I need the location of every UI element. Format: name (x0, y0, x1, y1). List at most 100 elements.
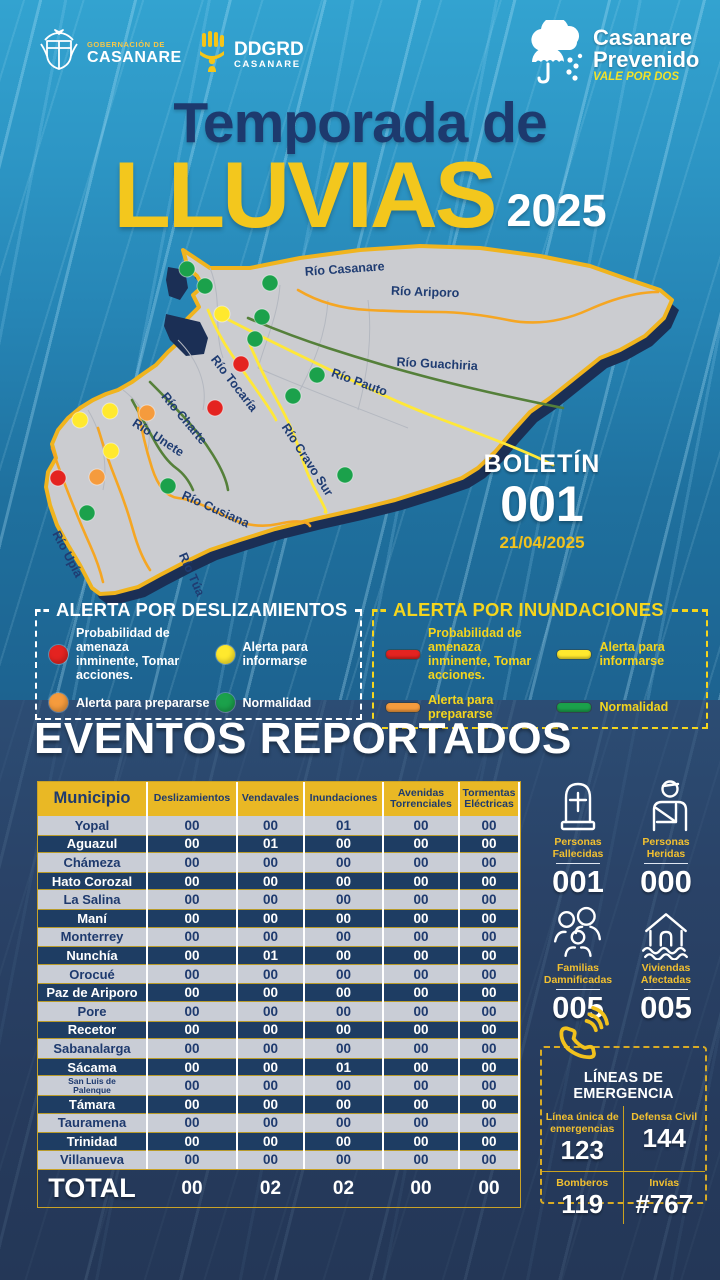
event-count: 00 (460, 983, 518, 1002)
municipality-name: Sabanalarga (38, 1039, 146, 1058)
event-count: 00 (148, 946, 236, 965)
event-count: 00 (384, 816, 458, 835)
event-count: 00 (148, 1001, 236, 1021)
river-charte (148, 380, 230, 492)
alert-dot-green (178, 260, 196, 278)
gobernacion-logo: GOBERNACIÓN DE CASANARE (38, 28, 182, 79)
legend-item-orange: Alerta para prepararse (49, 693, 216, 712)
event-count: 01 (305, 1057, 382, 1077)
river-tocaria (206, 308, 278, 422)
event-count: 00 (148, 1132, 236, 1151)
event-count: 00 (305, 890, 382, 909)
event-count: 00 (238, 1020, 303, 1040)
event-count: 00 (305, 853, 382, 872)
stat-value: 005 (640, 989, 692, 1025)
event-count: 00 (305, 1020, 382, 1040)
event-count: 00 (305, 1039, 382, 1058)
event-count: 00 (305, 1076, 382, 1095)
municipality-name: Hato Corozal (38, 871, 146, 891)
table-row: Hato Corozal 00 00 00 00 00 (38, 871, 520, 891)
event-count: 00 (460, 1057, 518, 1077)
event-count: 01 (238, 946, 303, 965)
event-count: 00 (305, 1094, 382, 1114)
alert-dot-yellow (71, 411, 89, 429)
event-count: 00 (238, 1150, 303, 1170)
event-count: 00 (148, 834, 236, 854)
river-guachiria (246, 316, 565, 410)
municipality-name: Pore (38, 1001, 146, 1021)
bulletin-label: BOLETÍN (483, 450, 601, 478)
legend-landslides-title: ALERTA POR DESLIZAMIENTOS (56, 599, 348, 620)
green-alert-swatch (215, 693, 235, 712)
municipality-name: Aguazul (38, 834, 146, 854)
event-count: 00 (238, 1001, 303, 1021)
event-count: 00 (148, 1113, 236, 1133)
prevenido-tagline-label: VALE POR DOS (593, 71, 680, 84)
event-count: 00 (384, 946, 458, 965)
injured-person-icon (641, 778, 691, 834)
coat-of-arms-icon (38, 28, 80, 79)
event-count: 00 (305, 1001, 382, 1021)
column-header-inundaciones: Inundaciones (305, 782, 382, 816)
orange-alert-swatch (386, 702, 420, 712)
main-title: Temporada de LLUVIAS 2025 (0, 93, 720, 241)
event-count: 00 (148, 1150, 236, 1170)
stat-personas-heridas: Personas Heridas 000 (622, 778, 710, 899)
emergency-line-invias: Invías #767 (635, 1176, 694, 1219)
event-count: 00 (460, 1132, 518, 1151)
stat-label: Personas Heridas (642, 836, 690, 861)
river-label: Río Ariporo (391, 284, 460, 300)
table-row: Chámeza 00 00 00 00 00 (38, 853, 520, 872)
event-count: 00 (384, 890, 458, 909)
stat-personas-fallecidas: Personas Fallecidas 001 (534, 778, 622, 899)
bulletin-number: 001 (500, 476, 584, 532)
stat-label: Familias Damnificadas (543, 961, 613, 986)
legend-item-label: Normalidad (242, 695, 312, 710)
table-row: Sácama 00 00 01 00 00 (38, 1057, 520, 1077)
event-count: 00 (460, 908, 518, 928)
event-count: 00 (238, 1076, 303, 1095)
event-count: 00 (460, 1039, 518, 1058)
event-count: 00 (460, 1150, 518, 1170)
stat-value: 001 (552, 864, 604, 900)
title-year: 2025 (506, 185, 607, 237)
event-count: 00 (305, 908, 382, 928)
event-count: 01 (305, 816, 382, 835)
events-table: Municipio Deslizamientos Vendavales Inun… (37, 781, 521, 1209)
table-row: Pore 00 00 00 00 00 (38, 1001, 520, 1021)
table-row: Aguazul 00 01 00 00 00 (38, 834, 520, 854)
event-count: 01 (238, 834, 303, 854)
table-row: Nunchía 00 01 00 00 00 (38, 946, 520, 965)
municipality-name: Monterrey (38, 927, 146, 947)
impact-stats: Personas Fallecidas 001 Personas Heridas… (534, 778, 710, 1024)
ddgrd-hand-icon (196, 31, 228, 78)
municipality-name: Chámeza (38, 853, 146, 872)
municipality-name: Recetor (38, 1020, 146, 1040)
stat-label: Personas Fallecidas (552, 836, 604, 861)
stat-value: 000 (640, 864, 692, 900)
stat-viviendas-afectadas: Viviendas Afectadas 005 (622, 906, 710, 1025)
table-row: Yopal 00 00 01 00 00 (38, 816, 520, 835)
event-count: 00 (384, 1057, 458, 1077)
legend-floods-title: ALERTA POR INUNDACIONES (393, 599, 664, 620)
event-count: 00 (148, 853, 236, 872)
event-count: 00 (384, 1039, 458, 1058)
legend-item-label: Probabilidad de amenaza inminente, Tomar… (76, 626, 180, 682)
municipality-name: Orocué (38, 964, 146, 984)
events-table-body: Yopal 00 00 01 00 00 Aguazul 00 01 00 00 00 Chámeza 0… (38, 816, 520, 1170)
municipality-name: Nunchía (38, 946, 146, 965)
alert-dot-green (253, 308, 271, 326)
event-count: 00 (148, 1020, 236, 1040)
event-count: 00 (148, 1057, 236, 1077)
event-count: 00 (148, 1076, 236, 1095)
emergency-title: LÍNEAS DE EMERGENCIA (573, 1070, 674, 1102)
alert-dot-green (78, 504, 96, 522)
table-row: Monterrey 00 00 00 00 00 (38, 927, 520, 947)
event-count: 00 (384, 1150, 458, 1170)
orange-alert-swatch (49, 693, 68, 712)
event-count: 00 (384, 964, 458, 984)
event-count: 00 (305, 871, 382, 891)
table-row: Támara 00 00 00 00 00 (38, 1094, 520, 1114)
table-row: Orocué 00 00 00 00 00 (38, 964, 520, 984)
legend-item-label: Alerta para prepararse (428, 693, 494, 721)
